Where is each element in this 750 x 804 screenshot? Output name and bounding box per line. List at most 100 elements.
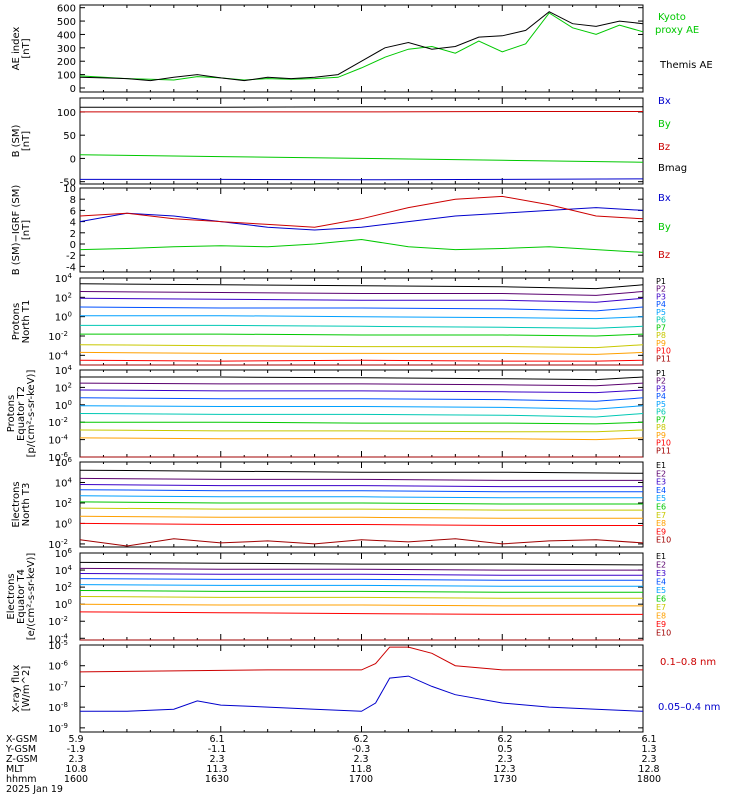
legend-entry: By <box>658 222 671 233</box>
series-line <box>80 508 643 510</box>
y-tick-label: 500 <box>57 17 76 28</box>
y-tick-label: 0 <box>70 84 76 95</box>
y-tick-label: 10-5 <box>48 639 68 652</box>
y-tick-label: 100 <box>57 71 76 82</box>
y-tick-label: 0 <box>70 240 76 251</box>
legend-entry: Bx <box>658 96 671 107</box>
y-tick-label: 8 <box>70 195 76 206</box>
legend-entry: Bx <box>658 193 671 204</box>
series-line <box>80 597 643 599</box>
series-line <box>80 383 643 386</box>
y-tick-label: 102 <box>55 291 72 304</box>
series-line <box>80 196 643 227</box>
series-line <box>80 478 643 480</box>
y-tick-label: 600 <box>57 4 76 15</box>
y-tick-label: 106 <box>55 547 73 560</box>
y-tick-label: 106 <box>55 456 73 469</box>
series-line <box>80 438 643 440</box>
y-tick-label: 10-4 <box>48 349 68 362</box>
series-line <box>80 377 643 380</box>
legend-entry: P11 <box>656 446 671 455</box>
panel-pn <box>80 278 643 365</box>
panel-xr <box>80 645 643 732</box>
series-line <box>80 676 643 711</box>
series-line <box>80 502 643 504</box>
series-line <box>80 345 643 348</box>
y-tick-label: 10-8 <box>48 701 68 714</box>
y-tick-label: 6 <box>70 206 76 217</box>
ephemeris-row-label: 2025 Jan 19 <box>6 784 63 795</box>
series-line <box>80 390 643 393</box>
y-tick-label: 10-6 <box>48 660 68 673</box>
series-line <box>80 523 643 525</box>
y-tick-label: 10-9 <box>48 722 68 735</box>
legend-entry: Bmag <box>658 163 687 174</box>
series-line <box>80 398 643 402</box>
series-line <box>80 612 643 615</box>
panel-frame <box>80 370 643 457</box>
y-tick-label: 300 <box>57 44 76 55</box>
series-line <box>80 470 643 473</box>
panel-pe <box>80 370 643 457</box>
legend-entry: E10 <box>656 536 671 545</box>
series-line <box>80 490 643 492</box>
series-line <box>80 334 643 336</box>
series-line <box>80 352 643 354</box>
panel-ae <box>80 5 643 92</box>
panel-ee <box>80 553 643 640</box>
y-tick-label: 102 <box>55 581 72 594</box>
legend-entry: Bz <box>658 250 670 261</box>
y-axis-label: [e/(cm²-s-sr-keV)] <box>26 553 37 641</box>
y-tick-label: 100 <box>55 311 72 324</box>
series-line <box>80 422 643 424</box>
series-line <box>80 12 643 81</box>
y-tick-label: 102 <box>55 381 72 394</box>
series-line <box>80 430 643 432</box>
legend-entry: Themis AE <box>659 60 713 71</box>
y-axis-label: North T3 <box>21 483 32 527</box>
y-tick-label: 100 <box>57 108 76 119</box>
y-axis-label: [nT] <box>21 220 32 240</box>
y-axis-label: North T1 <box>21 300 32 344</box>
series-line <box>80 316 643 319</box>
series-line <box>80 516 643 518</box>
legend-entry: 0.1–0.8 nm <box>660 657 716 668</box>
y-tick-label: 0 <box>70 154 76 165</box>
y-tick-label: 2 <box>70 229 76 240</box>
panel-frame <box>80 188 643 272</box>
y-axis-label: [nT] <box>21 131 32 151</box>
panel-frame <box>80 645 643 732</box>
series-line <box>80 591 643 593</box>
series-line <box>80 107 643 108</box>
panel-frame <box>80 278 643 365</box>
y-tick-label: 102 <box>55 497 72 510</box>
ephemeris-value: 1730 <box>493 774 517 785</box>
ephemeris-value: 1600 <box>64 774 88 785</box>
legend-entry: P11 <box>656 354 671 363</box>
ephemeris-value: 1700 <box>349 774 373 785</box>
y-tick-label: 100 <box>55 399 72 412</box>
y-axis-label: [nT] <box>21 38 32 58</box>
y-tick-label: 200 <box>57 57 76 68</box>
y-tick-label: 10-2 <box>48 330 68 343</box>
series-line <box>80 307 643 311</box>
series-line <box>80 325 643 328</box>
ephemeris-value: 1800 <box>637 774 661 785</box>
series-line <box>80 574 643 576</box>
panel-en <box>80 462 643 547</box>
y-tick-label: 10 <box>63 184 76 195</box>
series-line <box>80 485 643 487</box>
series-line <box>80 579 643 581</box>
y-tick-label: 50 <box>63 131 76 142</box>
series-line <box>80 155 643 163</box>
legend-entry: Kyoto <box>658 12 686 23</box>
legend-entry: E10 <box>656 629 671 638</box>
series-line <box>80 406 643 409</box>
legend-entry: Bz <box>658 142 670 153</box>
panel-frame <box>80 98 643 184</box>
panel-b <box>80 98 643 184</box>
series-line <box>80 568 643 570</box>
series-line <box>80 562 643 565</box>
y-tick-label: 10-2 <box>48 416 68 429</box>
